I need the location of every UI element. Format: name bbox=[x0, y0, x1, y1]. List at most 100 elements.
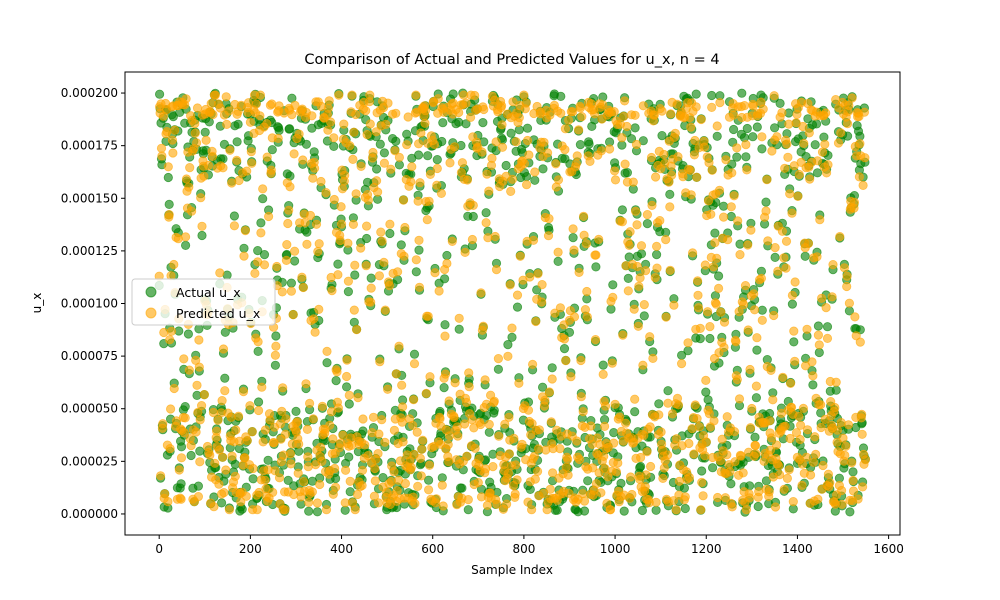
actual-point bbox=[512, 302, 523, 312]
predicted-point bbox=[247, 427, 257, 437]
predicted-point bbox=[380, 305, 390, 315]
predicted-point bbox=[785, 433, 795, 444]
predicted-point bbox=[166, 326, 177, 336]
predicted-point bbox=[848, 486, 859, 496]
predicted-point bbox=[794, 169, 804, 180]
predicted-point bbox=[281, 414, 291, 424]
actual-point bbox=[217, 498, 227, 508]
predicted-point bbox=[633, 321, 643, 331]
actual-point bbox=[707, 90, 717, 101]
predicted-point bbox=[564, 488, 574, 498]
actual-point bbox=[423, 151, 433, 161]
predicted-point bbox=[389, 467, 399, 477]
predicted-point bbox=[836, 485, 847, 496]
predicted-point bbox=[691, 102, 701, 112]
actual-point bbox=[552, 505, 562, 515]
predicted-point bbox=[661, 312, 671, 322]
actual-point bbox=[304, 506, 314, 516]
predicted-point bbox=[754, 486, 764, 497]
predicted-point bbox=[272, 261, 282, 272]
predicted-point bbox=[522, 135, 533, 146]
predicted-point bbox=[509, 433, 519, 443]
predicted-point bbox=[445, 158, 455, 168]
x-tick-label: 0 bbox=[155, 542, 163, 556]
predicted-point bbox=[599, 421, 610, 431]
predicted-point bbox=[190, 119, 200, 129]
predicted-point bbox=[539, 137, 549, 147]
predicted-point bbox=[610, 175, 621, 185]
predicted-point bbox=[632, 261, 643, 272]
actual-point bbox=[371, 164, 382, 174]
predicted-point bbox=[464, 368, 474, 378]
predicted-point bbox=[591, 250, 601, 260]
predicted-point bbox=[573, 125, 584, 135]
actual-point bbox=[547, 363, 557, 373]
actual-point bbox=[457, 483, 467, 493]
actual-point bbox=[619, 506, 629, 516]
predicted-point bbox=[309, 163, 320, 173]
predicted-point bbox=[194, 362, 204, 372]
predicted-point bbox=[411, 90, 421, 100]
predicted-point bbox=[158, 419, 168, 429]
predicted-point bbox=[374, 271, 384, 281]
predicted-point bbox=[812, 156, 823, 166]
predicted-point bbox=[482, 169, 492, 179]
actual-point bbox=[810, 140, 820, 150]
actual-point bbox=[454, 324, 464, 334]
predicted-point bbox=[465, 112, 476, 123]
actual-point bbox=[579, 506, 590, 516]
actual-point bbox=[575, 140, 586, 150]
predicted-point bbox=[181, 94, 191, 104]
predicted-point bbox=[506, 186, 516, 196]
legend-marker-actual bbox=[145, 286, 157, 298]
predicted-point bbox=[586, 421, 596, 431]
predicted-point bbox=[305, 210, 316, 221]
predicted-point bbox=[665, 202, 675, 212]
actual-point bbox=[583, 476, 593, 486]
predicted-point bbox=[196, 193, 206, 203]
predicted-point bbox=[497, 120, 507, 130]
predicted-point bbox=[816, 400, 826, 410]
predicted-point bbox=[298, 282, 308, 293]
predicted-point bbox=[656, 427, 666, 437]
predicted-point bbox=[655, 216, 665, 226]
predicted-point bbox=[771, 440, 782, 450]
predicted-point bbox=[377, 415, 387, 425]
predicted-point bbox=[423, 311, 433, 321]
predicted-point bbox=[476, 288, 486, 298]
predicted-point bbox=[843, 420, 854, 430]
predicted-point bbox=[530, 167, 540, 177]
predicted-point bbox=[447, 236, 457, 246]
predicted-point bbox=[790, 277, 800, 287]
predicted-point bbox=[542, 505, 552, 515]
actual-point bbox=[752, 345, 762, 355]
actual-point bbox=[239, 243, 249, 253]
predicted-point bbox=[491, 264, 502, 275]
predicted-point bbox=[696, 505, 706, 515]
predicted-point bbox=[370, 476, 380, 486]
predicted-point bbox=[816, 422, 826, 433]
predicted-point bbox=[638, 360, 648, 370]
predicted-point bbox=[842, 271, 852, 281]
predicted-point bbox=[377, 236, 387, 246]
predicted-point bbox=[457, 158, 467, 168]
predicted-point bbox=[192, 138, 202, 148]
predicted-point bbox=[376, 227, 386, 237]
predicted-point bbox=[360, 440, 370, 450]
actual-point bbox=[657, 131, 667, 141]
predicted-point bbox=[492, 499, 502, 509]
actual-point bbox=[414, 245, 424, 255]
predicted-point bbox=[460, 247, 470, 257]
predicted-point bbox=[165, 443, 175, 454]
predicted-point bbox=[263, 211, 274, 222]
predicted-point bbox=[827, 292, 837, 302]
predicted-point bbox=[821, 108, 831, 118]
predicted-point bbox=[579, 230, 589, 240]
predicted-point bbox=[218, 452, 228, 462]
predicted-point bbox=[517, 439, 527, 449]
predicted-point bbox=[534, 425, 545, 435]
predicted-point bbox=[181, 174, 192, 184]
predicted-point bbox=[853, 494, 863, 504]
predicted-point bbox=[805, 174, 815, 184]
predicted-point bbox=[231, 425, 241, 435]
